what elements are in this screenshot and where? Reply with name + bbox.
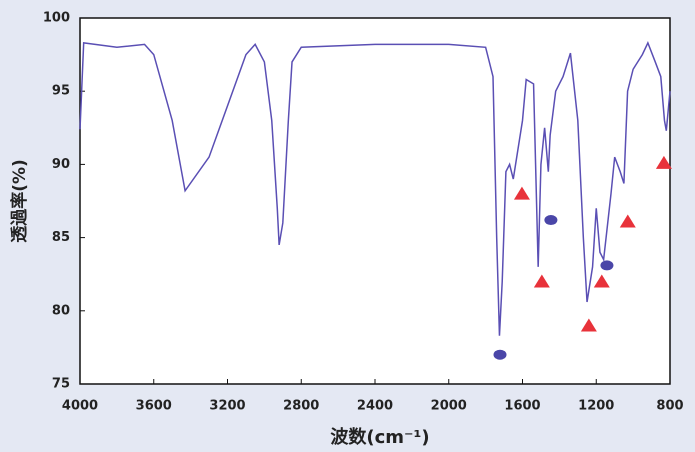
y-tick-label: 90 <box>52 157 70 172</box>
triangle-marker <box>619 214 636 228</box>
plot-area <box>79 17 671 385</box>
x-tick-label: 3600 <box>136 399 172 414</box>
x-tick-label: 1600 <box>504 399 540 414</box>
triangle-marker <box>580 318 597 332</box>
circle-marker <box>493 349 507 360</box>
y-tick-label: 100 <box>43 11 70 26</box>
y-tick-label: 80 <box>52 303 70 318</box>
x-tick-label: 3200 <box>209 399 245 414</box>
circle-marker <box>600 260 614 271</box>
triangle-marker <box>593 274 610 288</box>
x-tick-label: 1200 <box>578 399 614 414</box>
y-tick-label: 75 <box>52 377 70 392</box>
x-tick-label: 2800 <box>283 399 319 414</box>
y-tick-label: 95 <box>52 84 70 99</box>
triangle-marker <box>655 155 672 169</box>
x-tick-label: 2400 <box>357 399 393 414</box>
triangle-marker <box>513 186 530 200</box>
spectrum-line <box>79 40 671 336</box>
x-tick-label: 4000 <box>62 399 98 414</box>
x-tick-label: 800 <box>656 399 683 414</box>
circle-marker <box>544 215 558 226</box>
x-tick-label: 2000 <box>431 399 467 414</box>
y-axis-label: 透過率(%) <box>9 159 30 243</box>
x-axis-label: 波数(cm⁻¹) <box>330 426 429 448</box>
y-tick-label: 85 <box>52 230 70 245</box>
triangle-marker <box>533 274 550 288</box>
